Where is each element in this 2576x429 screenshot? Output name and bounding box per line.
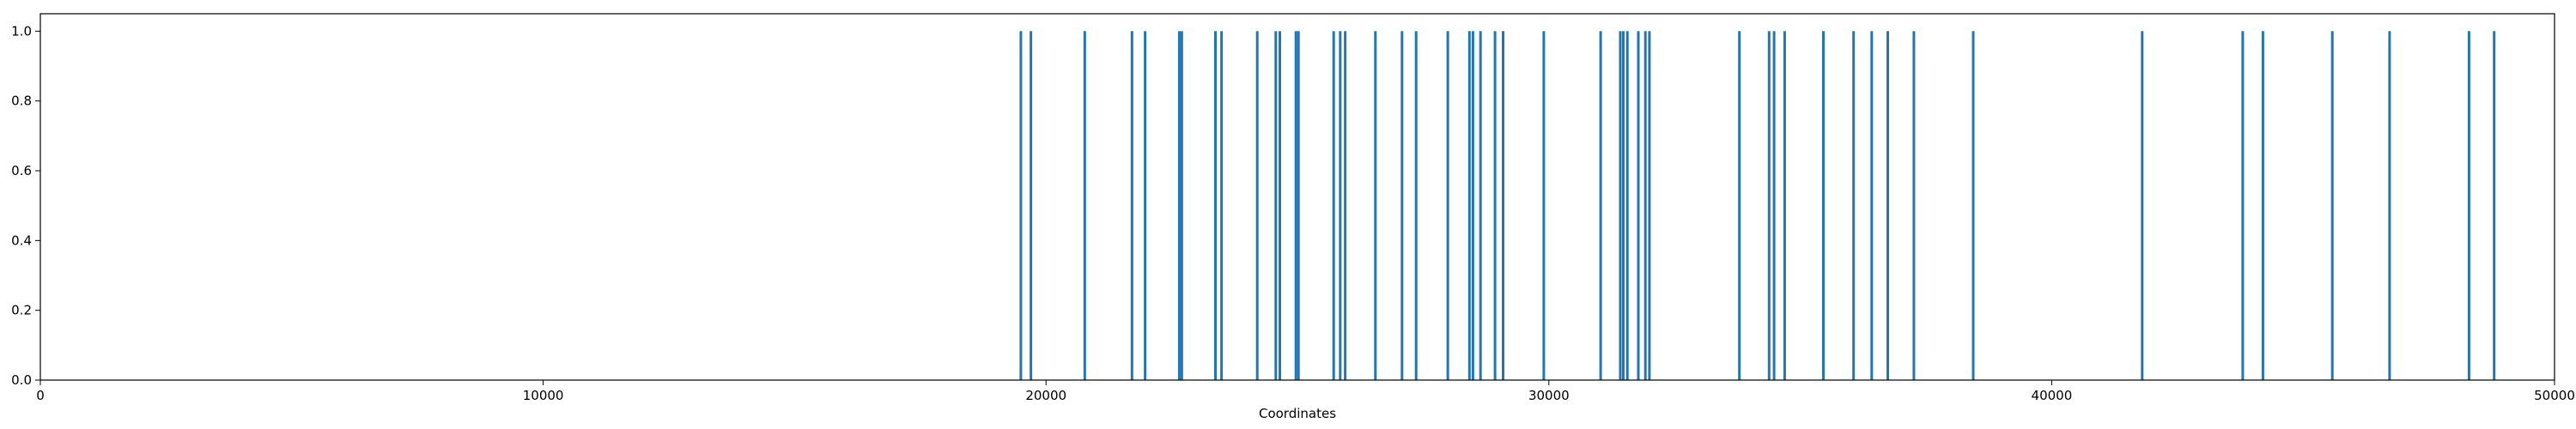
bar xyxy=(1400,31,1404,381)
x-axis: 0 10000 20000 30000 40000 50000 xyxy=(36,380,2575,403)
bar xyxy=(1643,31,1647,381)
bar xyxy=(1912,31,1916,381)
bar xyxy=(2388,31,2391,381)
bar xyxy=(1471,31,1474,381)
bar xyxy=(1767,31,1771,381)
bar xyxy=(1019,31,1023,381)
plot-frame xyxy=(39,13,2555,381)
bar xyxy=(1414,31,1418,381)
y-tick-label: 0.4 xyxy=(11,233,32,248)
bar xyxy=(2493,31,2496,381)
bar xyxy=(1083,31,1086,381)
bar xyxy=(1030,31,1033,381)
bar xyxy=(1886,31,1889,381)
bar xyxy=(1177,31,1181,381)
y-axis: 0.0 0.2 0.4 0.6 0.8 1.0 xyxy=(11,23,40,388)
bar xyxy=(1344,31,1347,381)
y-tick-label: 0.0 xyxy=(11,372,32,388)
x-tick-label: 20000 xyxy=(1025,388,1066,403)
bar xyxy=(1274,31,1278,381)
bar xyxy=(1479,31,1482,381)
bar xyxy=(1542,31,1546,381)
bar xyxy=(1467,31,1471,381)
bar xyxy=(1493,31,1497,381)
bar xyxy=(2330,31,2334,381)
y-tick-label: 0.6 xyxy=(11,163,32,178)
bar xyxy=(1180,31,1183,381)
bar xyxy=(1339,31,1342,381)
bar xyxy=(1220,31,1224,381)
y-tick-label: 0.2 xyxy=(11,303,32,318)
y-tick-label: 1.0 xyxy=(11,23,32,39)
bar xyxy=(2261,31,2264,381)
bar xyxy=(2467,31,2470,381)
bar xyxy=(1619,31,1622,381)
bar xyxy=(1637,31,1640,381)
bar xyxy=(1738,31,1741,381)
x-tick-label: 40000 xyxy=(2032,388,2073,403)
bar xyxy=(1374,31,1377,381)
bar xyxy=(1144,31,1147,381)
x-tick-label: 0 xyxy=(36,388,45,403)
bar xyxy=(1783,31,1786,381)
bar xyxy=(1446,31,1449,381)
x-axis-label: Coordinates xyxy=(1259,406,1336,421)
bar xyxy=(1852,31,1856,381)
bar xyxy=(1599,31,1602,381)
bar xyxy=(1625,31,1629,381)
x-tick-label: 10000 xyxy=(523,388,564,403)
bar xyxy=(1870,31,1874,381)
bar xyxy=(1294,31,1297,381)
bar xyxy=(1214,31,1217,381)
bar xyxy=(2141,31,2144,381)
x-tick-label: 30000 xyxy=(1528,388,1570,403)
bar xyxy=(2241,31,2245,381)
bar xyxy=(1279,31,1281,381)
bars-group xyxy=(1019,31,2496,381)
y-tick-label: 0.8 xyxy=(11,94,32,109)
bar xyxy=(1130,31,1133,381)
x-tick-label: 50000 xyxy=(2534,388,2575,403)
bar xyxy=(1772,31,1776,381)
bar xyxy=(1502,31,1504,381)
bar xyxy=(1332,31,1335,381)
bar xyxy=(1648,31,1651,381)
bar xyxy=(1622,31,1625,381)
bar xyxy=(1255,31,1259,381)
bar xyxy=(1822,31,1825,381)
bar xyxy=(1971,31,1975,381)
bar xyxy=(1297,31,1300,381)
